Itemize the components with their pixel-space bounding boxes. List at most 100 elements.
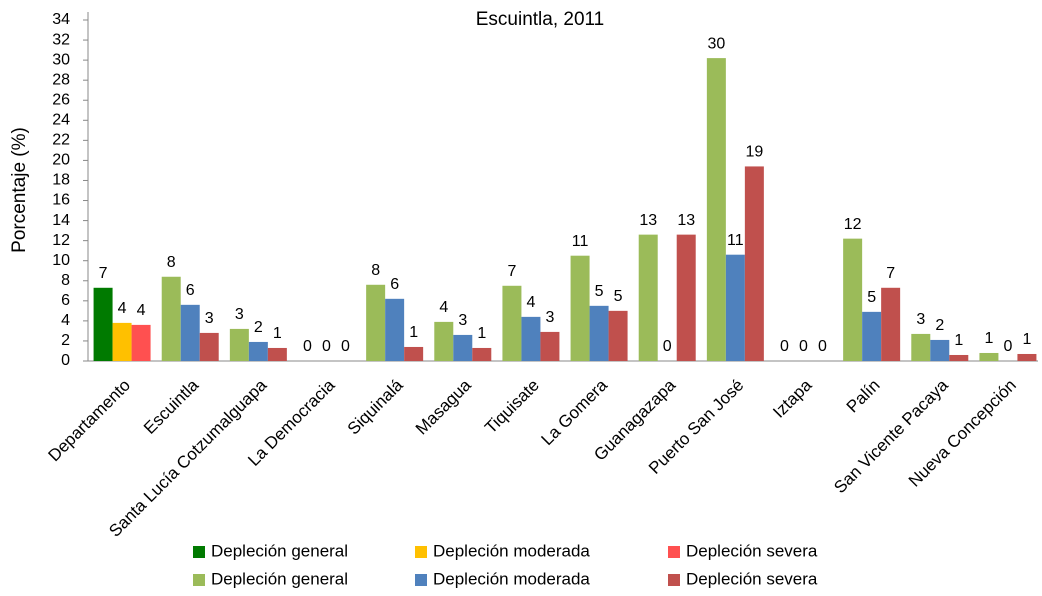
data-label: 8 bbox=[371, 262, 380, 279]
bar bbox=[676, 234, 696, 361]
bar bbox=[229, 328, 249, 361]
bar bbox=[725, 254, 745, 361]
bar bbox=[706, 58, 726, 362]
data-label: 3 bbox=[458, 312, 467, 329]
bar bbox=[472, 347, 492, 361]
legend-swatch bbox=[668, 574, 680, 586]
y-tick-label: 32 bbox=[52, 31, 70, 48]
data-label: 5 bbox=[614, 288, 623, 305]
y-axis-label: Porcentaje (%) bbox=[9, 127, 30, 253]
bar bbox=[521, 316, 541, 361]
legend-swatch bbox=[193, 546, 205, 558]
bar bbox=[502, 285, 522, 361]
data-label: 13 bbox=[639, 212, 657, 229]
legend-label: Depleción severa bbox=[686, 541, 818, 560]
bar bbox=[267, 347, 287, 361]
bar bbox=[638, 234, 658, 361]
legend-label: Depleción general bbox=[211, 541, 348, 560]
y-tick-label: 2 bbox=[61, 332, 70, 349]
y-tick-label: 12 bbox=[52, 232, 70, 249]
data-label: 0 bbox=[799, 338, 808, 355]
bar bbox=[93, 287, 113, 361]
y-tick-label: 14 bbox=[52, 212, 70, 229]
bar bbox=[453, 334, 473, 361]
bar bbox=[199, 332, 219, 361]
data-label: 11 bbox=[572, 233, 589, 250]
legend-label: Depleción severa bbox=[686, 569, 818, 588]
y-tick-label: 20 bbox=[52, 152, 70, 169]
y-tick-label: 6 bbox=[61, 292, 70, 309]
y-tick-label: 30 bbox=[52, 51, 70, 68]
y-tick-label: 26 bbox=[52, 91, 70, 108]
bar bbox=[979, 352, 999, 361]
legend-label: Depleción moderada bbox=[433, 569, 590, 588]
data-label: 3 bbox=[916, 311, 925, 328]
x-tick-label: San Vicente Pacaya bbox=[830, 375, 952, 497]
x-tick-label: Masagua bbox=[412, 375, 475, 438]
data-label: 7 bbox=[886, 265, 895, 282]
data-label: 4 bbox=[118, 300, 127, 317]
x-tick-label: Escuintla bbox=[140, 375, 203, 438]
bar bbox=[570, 255, 590, 361]
y-tick-label: 28 bbox=[52, 71, 70, 88]
data-label: 0 bbox=[1003, 338, 1012, 355]
data-label: 7 bbox=[507, 263, 516, 280]
bar bbox=[434, 321, 454, 361]
data-label: 0 bbox=[303, 338, 312, 355]
data-label: 1 bbox=[477, 325, 486, 342]
x-tick-label: La Gomera bbox=[537, 375, 611, 449]
bar bbox=[862, 311, 882, 361]
y-tick-label: 16 bbox=[52, 192, 70, 209]
legend-swatch bbox=[668, 546, 680, 558]
data-label: 2 bbox=[254, 319, 263, 336]
data-label: 1 bbox=[409, 324, 418, 341]
y-tick-label: 22 bbox=[52, 132, 70, 149]
bar bbox=[180, 304, 200, 361]
data-label: 3 bbox=[205, 310, 214, 327]
bar bbox=[608, 310, 628, 361]
data-label: 4 bbox=[439, 299, 448, 316]
y-tick-label: 10 bbox=[52, 252, 70, 269]
data-label: 7 bbox=[99, 265, 108, 282]
y-tick-label: 18 bbox=[52, 172, 70, 189]
x-tick-label: Siquinalá bbox=[344, 375, 407, 438]
data-label: 3 bbox=[235, 306, 244, 323]
data-label: 2 bbox=[935, 317, 944, 334]
bar bbox=[112, 322, 132, 361]
data-label: 1 bbox=[984, 330, 993, 347]
data-label: 5 bbox=[595, 283, 604, 300]
legend-label: Depleción moderada bbox=[433, 541, 590, 560]
bar bbox=[131, 324, 151, 361]
bar bbox=[930, 339, 950, 361]
y-tick-label: 0 bbox=[61, 352, 70, 369]
bar bbox=[911, 333, 931, 361]
y-tick-label: 24 bbox=[52, 112, 70, 129]
data-label: 1 bbox=[1022, 331, 1031, 348]
y-tick-label: 4 bbox=[61, 312, 70, 329]
bar bbox=[248, 341, 268, 361]
legend-swatch bbox=[415, 574, 427, 586]
data-label: 1 bbox=[954, 332, 963, 349]
data-label: 3 bbox=[545, 309, 554, 326]
data-label: 13 bbox=[677, 212, 695, 229]
bar bbox=[404, 346, 424, 361]
data-label: 12 bbox=[844, 216, 862, 233]
bar bbox=[949, 354, 969, 361]
x-tick-label: Departamento bbox=[44, 376, 134, 466]
data-label: 0 bbox=[663, 338, 672, 355]
x-tick-label: Palín bbox=[843, 376, 884, 417]
data-label: 0 bbox=[780, 338, 789, 355]
data-label: 8 bbox=[167, 254, 176, 271]
data-label: 0 bbox=[341, 338, 350, 355]
bar bbox=[161, 276, 181, 361]
data-label: 30 bbox=[707, 35, 725, 52]
data-label: 1 bbox=[273, 325, 282, 342]
data-label: 0 bbox=[818, 338, 827, 355]
legend-swatch bbox=[193, 574, 205, 586]
data-label: 4 bbox=[137, 302, 146, 319]
data-label: 0 bbox=[322, 338, 331, 355]
bar bbox=[881, 287, 901, 361]
data-label: 4 bbox=[526, 294, 535, 311]
y-tick-label: 34 bbox=[52, 11, 70, 28]
